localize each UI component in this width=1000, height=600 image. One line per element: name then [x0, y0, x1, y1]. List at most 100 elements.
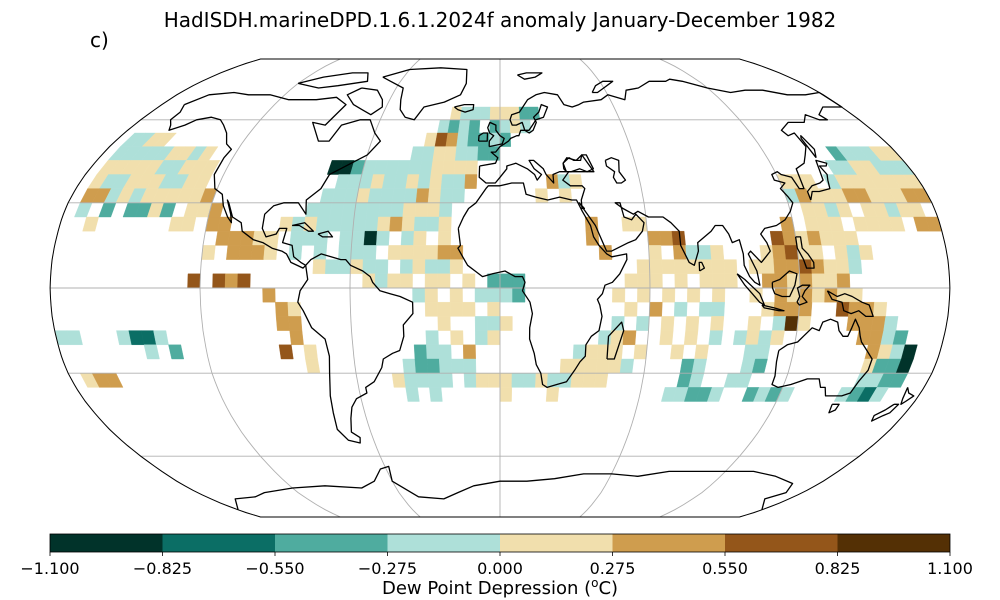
grid-cell: [451, 358, 465, 374]
grid-cell: [437, 273, 451, 289]
grid-cell: [697, 245, 712, 260]
grid-cell: [648, 245, 662, 260]
grid-cell: [424, 273, 438, 289]
grid-cell: [238, 245, 253, 260]
coast-novaya-zemlya: [591, 80, 614, 94]
grid-cell: [374, 259, 389, 274]
coast-great-britain: [487, 121, 505, 148]
grid-cell: [403, 373, 418, 388]
grid-cell: [761, 259, 775, 274]
grid-cell: [430, 160, 445, 175]
grid-cell: [637, 287, 651, 303]
grid-cell: [289, 230, 304, 246]
grid-cell: [786, 273, 801, 289]
coast-new-zealand-south: [870, 403, 900, 422]
grid-cell: [288, 316, 303, 331]
chart-title: HadISDH.marineDPD.1.6.1.2024f anomaly Ja…: [163, 8, 837, 32]
grid-cell: [511, 373, 525, 388]
grid-cell: [413, 216, 428, 232]
coast-new-guinea: [826, 290, 874, 318]
grid-cell: [454, 146, 468, 161]
grid-cell: [389, 216, 403, 232]
grid-cell: [636, 259, 651, 274]
grid-cell: [612, 287, 626, 303]
grid-cell: [487, 316, 501, 331]
grid-cell: [474, 287, 488, 303]
coast-arctic-islands: [297, 72, 369, 89]
grid-cell: [582, 373, 597, 388]
grid-cell: [367, 188, 383, 204]
grid-cell: [468, 119, 481, 134]
colorbar-tick-label: 0.000: [477, 559, 523, 578]
grid-cell: [769, 230, 785, 246]
grid-cell: [405, 387, 420, 402]
grid-cell: [453, 160, 467, 175]
colorbar-label-prefix: Dew Point Depression (: [381, 578, 592, 599]
grid-cell: [662, 287, 676, 303]
grid-cell: [452, 174, 466, 189]
grid-cell: [412, 287, 426, 303]
grid-cell: [413, 230, 427, 246]
grid-cell: [784, 316, 799, 331]
grid-cell: [415, 373, 430, 388]
grid-cell: [475, 373, 489, 388]
grid-cell: [250, 245, 266, 260]
grid-cell: [475, 330, 488, 345]
grid-cell: [499, 316, 513, 331]
grid-cell: [402, 358, 417, 374]
grid-cell: [479, 106, 491, 121]
grid-cell: [399, 273, 413, 289]
grid-cell: [419, 160, 434, 175]
grid-cell: [426, 344, 440, 360]
grid-cell: [691, 358, 707, 374]
coast-sulawesi: [796, 284, 811, 306]
grid-cell: [487, 330, 501, 345]
grid-cell: [413, 344, 428, 360]
grid-cell: [429, 387, 443, 402]
grid-cell: [499, 287, 513, 303]
grid-cell: [417, 174, 432, 189]
grid-cell: [637, 273, 651, 289]
grid-cell: [412, 245, 427, 260]
grid-cell: [745, 330, 761, 345]
grid-cell: [660, 316, 675, 331]
grid-cell: [686, 287, 701, 303]
grid-cell: [811, 287, 826, 303]
grid-cell: [426, 216, 440, 232]
coast-madagascar: [606, 321, 625, 360]
grid-cell: [685, 316, 700, 331]
colorbar-tick-label: 0.550: [702, 559, 748, 578]
grid-cell: [848, 259, 863, 274]
grid-cell: [317, 202, 333, 218]
grid-cell: [509, 119, 522, 134]
coast-baltic: [524, 103, 549, 134]
coast-hispaniola: [317, 230, 334, 238]
grid-cell: [459, 106, 472, 121]
grid-cell: [74, 202, 93, 218]
grid-cell: [466, 146, 479, 161]
grid-cell: [153, 330, 169, 345]
grid-cell: [98, 202, 117, 218]
grid-cell: [674, 273, 688, 289]
grid-cell: [833, 245, 849, 260]
grid-cell: [458, 119, 471, 134]
coast-borneo: [771, 270, 798, 298]
grid-cell: [487, 302, 501, 317]
grid-cell: [212, 273, 226, 289]
coast-sri-lanka: [698, 261, 706, 272]
coast-iceland: [454, 103, 475, 113]
grid-cell: [427, 188, 442, 204]
grid-cell: [421, 146, 436, 161]
coast-south-america: [297, 253, 414, 444]
grid-cell: [224, 273, 239, 289]
grid-cell: [168, 344, 185, 360]
grid-cell: [449, 302, 463, 317]
grid-cell: [559, 358, 574, 374]
grid-cell: [558, 188, 573, 204]
grid-cell: [757, 330, 773, 345]
grid-cell: [66, 330, 83, 345]
grid-cell: [226, 245, 241, 260]
grid-cell: [649, 259, 663, 274]
grid-cell: [449, 287, 463, 303]
